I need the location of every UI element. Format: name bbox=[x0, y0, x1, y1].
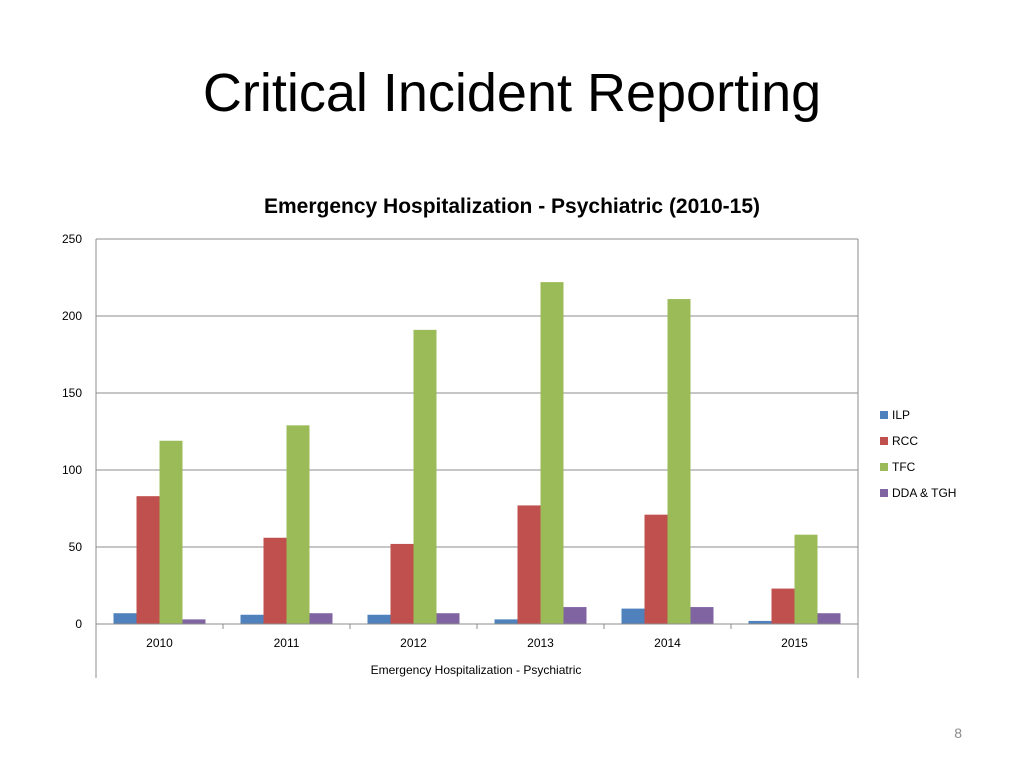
axes: 0 50 100 150 200 250 2010 2011 2012 2013 2014 2015 bbox=[62, 232, 859, 678]
legend-label: ILP bbox=[892, 408, 910, 422]
chart-area: Emergency Hospitalization - Psychiatric … bbox=[0, 180, 1024, 700]
legend: ILP RCC TFC DDA & TGH bbox=[880, 408, 956, 500]
bar-chart: Emergency Hospitalization - Psychiatric … bbox=[62, 195, 956, 678]
y-tick-label: 250 bbox=[62, 232, 82, 246]
bars bbox=[113, 282, 841, 624]
bar-ilp-2010 bbox=[113, 613, 137, 624]
bar-ilp-2011 bbox=[240, 614, 264, 624]
y-tick-label: 50 bbox=[69, 540, 83, 554]
bar-tfc-2015 bbox=[794, 534, 818, 624]
bar-rcc-2014 bbox=[644, 514, 668, 624]
x-tick-label: 2010 bbox=[146, 636, 173, 650]
bar-rcc-2010 bbox=[136, 496, 160, 624]
bar-dda-tgh-2010 bbox=[182, 619, 206, 624]
slide-title: Critical Incident Reporting bbox=[202, 63, 822, 123]
x-axis-label: Emergency Hospitalization - Psychiatric bbox=[371, 663, 582, 677]
bar-rcc-2011 bbox=[263, 537, 287, 624]
bar-dda-tgh-2015 bbox=[817, 613, 841, 624]
x-tick-label: 2013 bbox=[527, 636, 554, 650]
y-tick-label: 100 bbox=[62, 463, 82, 477]
x-tick-label: 2014 bbox=[654, 636, 681, 650]
y-tick-label: 150 bbox=[62, 386, 82, 400]
bar-ilp-2015 bbox=[748, 620, 772, 624]
bar-tfc-2014 bbox=[667, 299, 691, 624]
x-tick-label: 2015 bbox=[781, 636, 808, 650]
legend-label: TFC bbox=[892, 460, 916, 474]
bar-dda-tgh-2013 bbox=[563, 607, 587, 624]
legend-label: RCC bbox=[892, 434, 918, 448]
y-tick-label: 200 bbox=[62, 309, 82, 323]
bar-ilp-2012 bbox=[367, 614, 391, 624]
bar-dda-tgh-2014 bbox=[690, 607, 714, 624]
bar-tfc-2013 bbox=[540, 282, 564, 624]
legend-swatch bbox=[880, 463, 888, 471]
bar-rcc-2015 bbox=[771, 588, 795, 624]
y-tick-label: 0 bbox=[75, 617, 82, 631]
x-tick-label: 2012 bbox=[400, 636, 427, 650]
bar-tfc-2012 bbox=[413, 329, 437, 624]
gridlines bbox=[96, 238, 858, 548]
chart-title: Emergency Hospitalization - Psychiatric … bbox=[264, 195, 760, 218]
legend-label: DDA & TGH bbox=[892, 486, 956, 500]
bar-ilp-2013 bbox=[494, 619, 518, 624]
legend-swatch bbox=[880, 411, 888, 419]
bar-rcc-2012 bbox=[390, 543, 414, 624]
x-tick-label: 2011 bbox=[274, 636, 300, 650]
bar-ilp-2014 bbox=[621, 608, 645, 624]
legend-swatch bbox=[880, 437, 888, 445]
bar-dda-tgh-2012 bbox=[436, 613, 460, 624]
bar-tfc-2010 bbox=[159, 440, 183, 624]
bar-tfc-2011 bbox=[286, 425, 310, 624]
bar-dda-tgh-2011 bbox=[309, 613, 333, 624]
page-number: 8 bbox=[954, 725, 962, 741]
legend-swatch bbox=[880, 489, 888, 497]
bar-rcc-2013 bbox=[517, 505, 541, 624]
